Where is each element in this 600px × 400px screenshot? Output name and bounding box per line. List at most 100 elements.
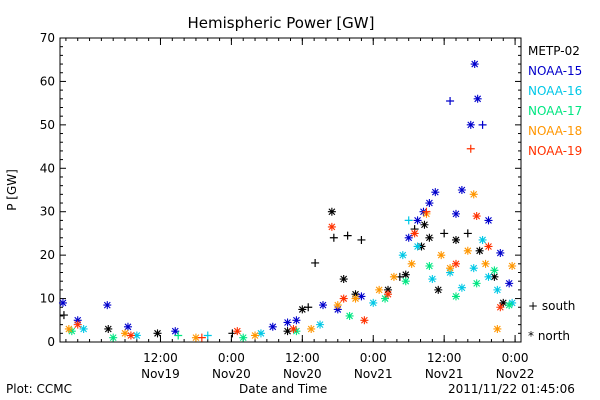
data-point <box>401 277 410 286</box>
data-point <box>333 305 342 314</box>
data-point <box>508 298 517 307</box>
data-point <box>389 272 398 281</box>
data-point <box>126 331 135 340</box>
data-point <box>451 259 460 268</box>
y-axis-label: P [GW] <box>5 169 19 211</box>
data-point <box>425 199 434 208</box>
data-point <box>292 316 301 325</box>
data-point <box>481 259 490 268</box>
x-tick-label-time: 12:00 <box>285 351 320 365</box>
data-point <box>304 303 313 312</box>
x-tick-label-time: 12:00 <box>143 351 178 365</box>
data-point <box>339 275 348 284</box>
data-point <box>470 60 479 69</box>
data-point <box>469 264 478 273</box>
data-point <box>496 248 505 257</box>
data-point <box>440 229 449 238</box>
data-point <box>496 303 505 312</box>
plot-timestamp: 2011/11/22 01:45:06 <box>448 382 575 396</box>
data-point <box>58 298 67 307</box>
data-point <box>298 305 307 314</box>
data-point <box>466 144 475 153</box>
series-noaa-17 <box>67 262 514 342</box>
data-point <box>420 220 429 229</box>
data-point <box>375 285 384 294</box>
data-point <box>472 212 481 221</box>
plot-source-label: Plot: CCMC <box>6 382 72 396</box>
y-tick-label: 0 <box>47 335 55 349</box>
marker-legend-item: + south <box>528 299 575 313</box>
x-axis: 12:00 Nov19 0:00 Nov20 12:00 Nov20 0:00 Nov21 12… <box>65 38 534 381</box>
data-point <box>431 188 440 197</box>
data-point <box>329 233 338 242</box>
data-point <box>499 298 508 307</box>
data-point <box>484 242 493 251</box>
data-point <box>446 96 455 105</box>
x-tick-label-time: 0:00 <box>502 351 529 365</box>
data-point <box>401 270 410 279</box>
data-point <box>256 329 265 338</box>
data-point <box>311 258 320 267</box>
x-tick-label-date: Nov20 <box>283 367 322 381</box>
x-tick-label-time: 0:00 <box>218 351 245 365</box>
data-point <box>109 333 118 342</box>
data-point <box>422 207 431 216</box>
data-point <box>469 190 478 199</box>
data-point <box>384 290 393 299</box>
x-tick-label-date: Nov19 <box>141 367 180 381</box>
data-point <box>493 285 502 294</box>
legend-item: NOAA-19 <box>528 144 582 158</box>
x-tick-label-date: Nov21 <box>354 367 393 381</box>
data-point <box>425 262 434 270</box>
data-point <box>103 301 112 310</box>
data-point <box>132 331 141 340</box>
data-point <box>413 242 422 251</box>
data-point <box>79 324 88 333</box>
data-point <box>434 285 443 294</box>
legend-item: NOAA-16 <box>528 84 582 98</box>
plot-frame <box>59 37 522 343</box>
y-tick-label: 20 <box>40 248 55 262</box>
data-point <box>451 235 460 244</box>
data-point <box>425 233 434 242</box>
data-point <box>64 324 73 333</box>
data-point <box>327 207 336 216</box>
x-tick-label-date: Nov20 <box>212 367 251 381</box>
data-point <box>505 301 514 310</box>
series-noaa-18 <box>64 190 517 342</box>
data-point <box>345 311 354 320</box>
data-point <box>505 279 514 288</box>
data-point <box>289 324 298 333</box>
data-point <box>463 229 472 238</box>
data-point <box>233 327 242 336</box>
data-point <box>473 94 482 103</box>
data-point <box>343 231 352 240</box>
data-point <box>360 316 369 325</box>
data-point <box>478 120 487 129</box>
data-point <box>59 311 68 320</box>
data-point <box>268 322 277 331</box>
data-point <box>413 216 422 225</box>
data-point <box>490 266 499 275</box>
data-point <box>398 251 407 260</box>
series-noaa-16 <box>79 216 517 340</box>
data-point <box>466 120 475 129</box>
data-point <box>451 209 460 218</box>
legend-item: METP-02 <box>528 44 580 58</box>
data-point <box>316 320 325 329</box>
data-point <box>446 264 455 273</box>
x-tick-label-time: 12:00 <box>427 351 462 365</box>
y-tick-label: 40 <box>40 161 55 175</box>
data-point <box>121 329 130 338</box>
data-point <box>333 301 342 310</box>
data-points <box>58 60 517 342</box>
data-point <box>437 251 446 260</box>
data-point <box>171 327 180 336</box>
data-point <box>73 316 82 325</box>
data-point <box>446 268 455 277</box>
data-point <box>351 294 360 303</box>
data-point <box>404 216 413 225</box>
data-point <box>410 229 419 238</box>
data-point <box>351 290 360 299</box>
